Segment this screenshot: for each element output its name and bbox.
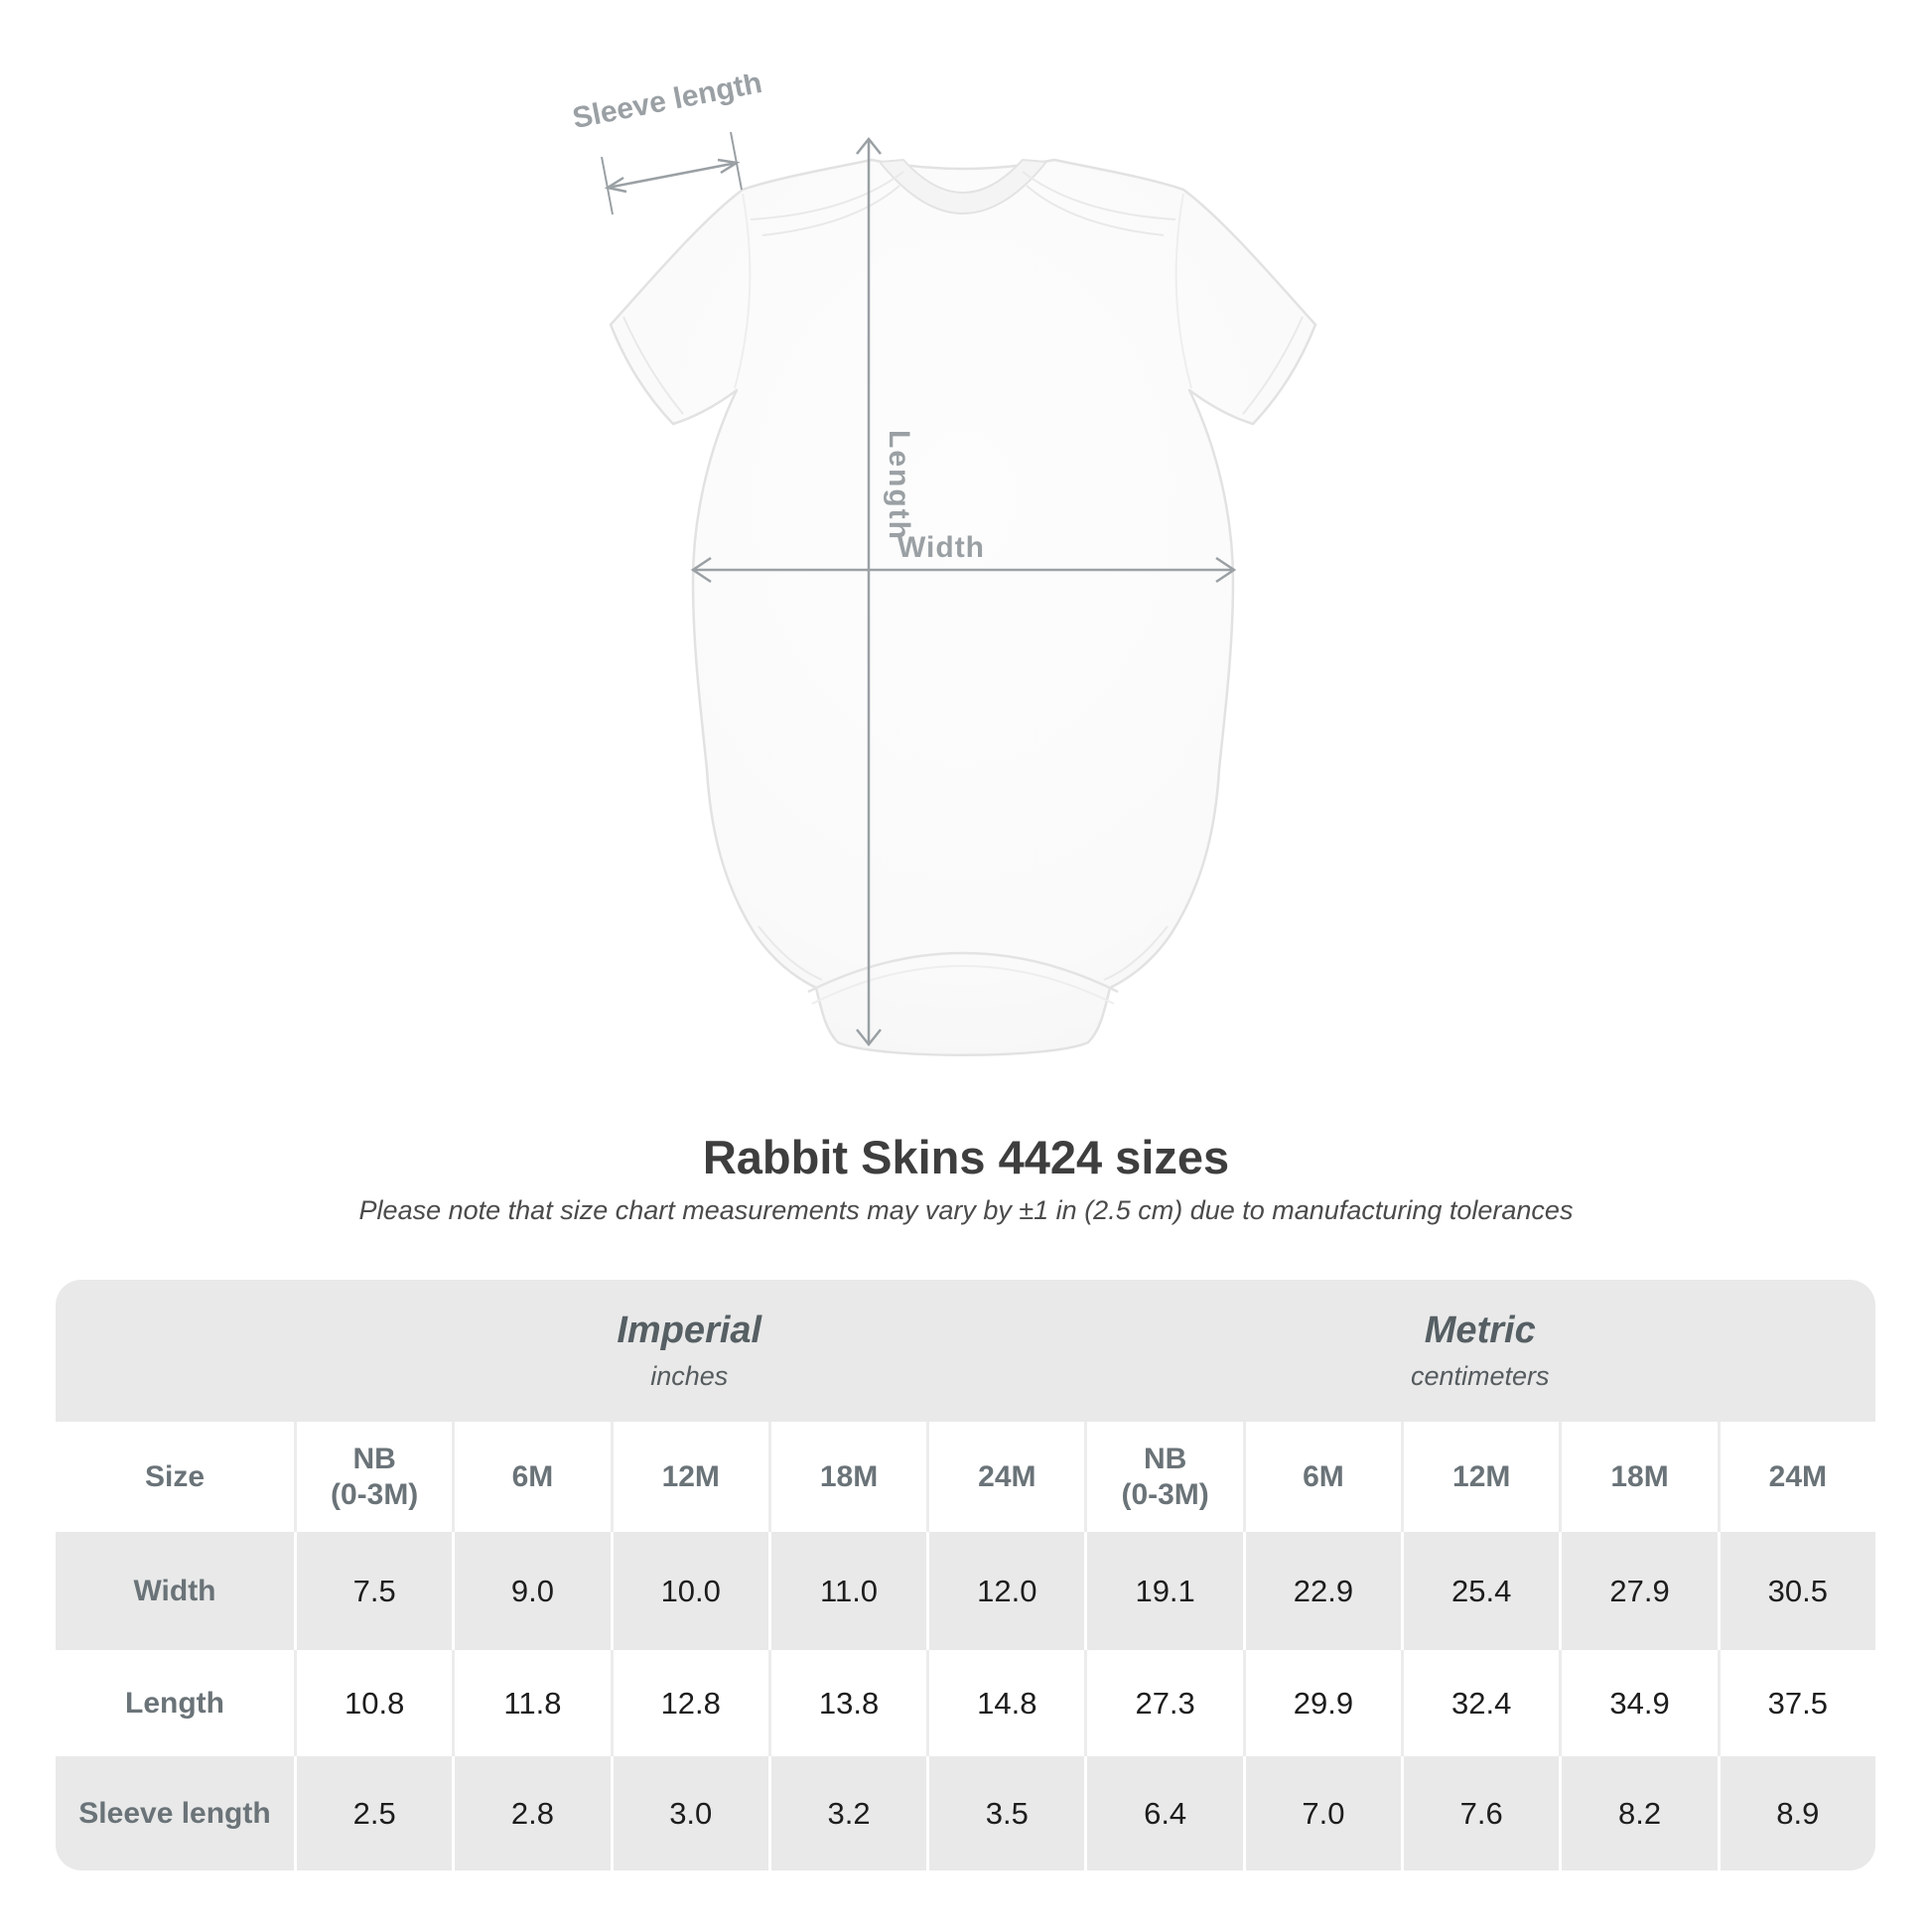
size-header-cell: Size bbox=[144, 1459, 206, 1493]
unit-group-imperial: Imperial inches bbox=[294, 1280, 1085, 1422]
header-cell: 18M bbox=[767, 1422, 926, 1532]
armhole-seams bbox=[734, 193, 1192, 389]
page-subtitle: Please note that size chart measurements… bbox=[358, 1195, 1574, 1225]
col-label: 6M bbox=[511, 1459, 554, 1493]
sleeve-length-arrow bbox=[601, 131, 743, 215]
row-label: Length bbox=[125, 1686, 224, 1720]
value-cell: 27.9 bbox=[1559, 1532, 1717, 1650]
sleeve-length-label: Sleeve length bbox=[570, 74, 764, 135]
unit-group-metric: Metric centimeters bbox=[1085, 1280, 1876, 1422]
length-label: Length bbox=[883, 430, 915, 541]
value-cell: 29.9 bbox=[1242, 1650, 1401, 1756]
unit-group-band: Imperial inches Metric centimeters bbox=[56, 1280, 1875, 1422]
value-cell: 12.8 bbox=[610, 1650, 768, 1756]
value-cell: 11.0 bbox=[767, 1532, 926, 1650]
col-sublabel: (0-3M) bbox=[330, 1477, 419, 1511]
col-label: NB bbox=[1143, 1442, 1187, 1475]
metric-title: Metric bbox=[1424, 1310, 1536, 1351]
value-cell: 9.0 bbox=[452, 1532, 610, 1650]
length-arrow bbox=[856, 136, 882, 1047]
header-cell: NB (0-3M) bbox=[1084, 1422, 1242, 1532]
col-label: 12M bbox=[661, 1459, 720, 1493]
value-cell: 6.4 bbox=[1084, 1756, 1242, 1870]
value-cell: 2.5 bbox=[294, 1756, 452, 1870]
value-cell: 2.8 bbox=[452, 1756, 610, 1870]
table-row-length: Length 10.8 11.8 12.8 13.8 14.8 27.3 29.… bbox=[56, 1650, 1875, 1756]
value-cell: 19.1 bbox=[1084, 1532, 1242, 1650]
metric-unit: centimeters bbox=[1410, 1361, 1550, 1391]
page-title: Rabbit Skins 4424 sizes bbox=[702, 1131, 1230, 1183]
col-label: 12M bbox=[1452, 1459, 1511, 1493]
row-label: Width bbox=[133, 1574, 216, 1607]
value-cell: 3.5 bbox=[926, 1756, 1084, 1870]
col-label: 24M bbox=[1768, 1459, 1827, 1493]
col-label: 6M bbox=[1303, 1459, 1344, 1493]
header-cell: 24M bbox=[1717, 1422, 1875, 1532]
col-label: 24M bbox=[978, 1459, 1036, 1493]
value-cell: 32.4 bbox=[1401, 1650, 1559, 1756]
value-cell: 3.0 bbox=[610, 1756, 768, 1870]
value-cell: 8.2 bbox=[1559, 1756, 1717, 1870]
value-cell: 3.2 bbox=[767, 1756, 926, 1870]
value-cell: 25.4 bbox=[1401, 1532, 1559, 1650]
header-cell: 18M bbox=[1559, 1422, 1717, 1532]
table-row-width: Width 7.5 9.0 10.0 11.0 12.0 19.1 22.9 2… bbox=[56, 1532, 1875, 1650]
header-cell: 12M bbox=[1401, 1422, 1559, 1532]
header-cell: 12M bbox=[610, 1422, 768, 1532]
width-arrow bbox=[690, 556, 1237, 584]
value-cell: 14.8 bbox=[926, 1650, 1084, 1756]
band-spacer bbox=[56, 1280, 294, 1422]
col-label: 18M bbox=[819, 1459, 879, 1493]
col-sublabel: (0-3M) bbox=[1121, 1477, 1209, 1511]
column-header-row: Size NB (0-3M) 6M 12M 18M 24M NB (0-3M) 6M… bbox=[56, 1422, 1875, 1532]
col-label: 18M bbox=[1610, 1459, 1669, 1493]
value-cell: 7.6 bbox=[1401, 1756, 1559, 1870]
neckband bbox=[878, 158, 1048, 214]
value-cell: 12.0 bbox=[926, 1532, 1084, 1650]
lap-shoulder-seams bbox=[750, 171, 1176, 236]
size-table: Imperial inches Metric centimeters Size … bbox=[56, 1280, 1875, 1870]
width-label: Width bbox=[897, 531, 985, 564]
value-cell: 8.9 bbox=[1717, 1756, 1875, 1870]
value-cell: 27.3 bbox=[1084, 1650, 1242, 1756]
onesie-illustration bbox=[609, 158, 1317, 1056]
header-cell: 6M bbox=[452, 1422, 610, 1532]
header-cell: 6M bbox=[1242, 1422, 1401, 1532]
imperial-unit: inches bbox=[650, 1361, 729, 1391]
cuff-seams bbox=[622, 316, 1304, 415]
header-cell: 24M bbox=[926, 1422, 1084, 1532]
value-cell: 7.5 bbox=[294, 1532, 452, 1650]
value-cell: 10.0 bbox=[610, 1532, 768, 1650]
bottom-flap-seams bbox=[758, 925, 1169, 1005]
row-label: Sleeve length bbox=[78, 1796, 271, 1830]
value-cell: 37.5 bbox=[1717, 1650, 1875, 1756]
garment-diagram: Length Width Sleeve length bbox=[570, 74, 1317, 1056]
value-cell: 7.0 bbox=[1242, 1756, 1401, 1870]
header-cell: NB (0-3M) bbox=[294, 1422, 452, 1532]
value-cell: 13.8 bbox=[767, 1650, 926, 1756]
value-cell: 10.8 bbox=[294, 1650, 452, 1756]
col-label: NB bbox=[352, 1442, 396, 1475]
value-cell: 34.9 bbox=[1559, 1650, 1717, 1756]
value-cell: 22.9 bbox=[1242, 1532, 1401, 1650]
value-cell: 30.5 bbox=[1717, 1532, 1875, 1650]
imperial-title: Imperial bbox=[617, 1310, 762, 1351]
value-cell: 11.8 bbox=[452, 1650, 610, 1756]
table-row-sleeve-length: Sleeve length 2.5 2.8 3.0 3.2 3.5 6.4 7.… bbox=[56, 1756, 1875, 1870]
